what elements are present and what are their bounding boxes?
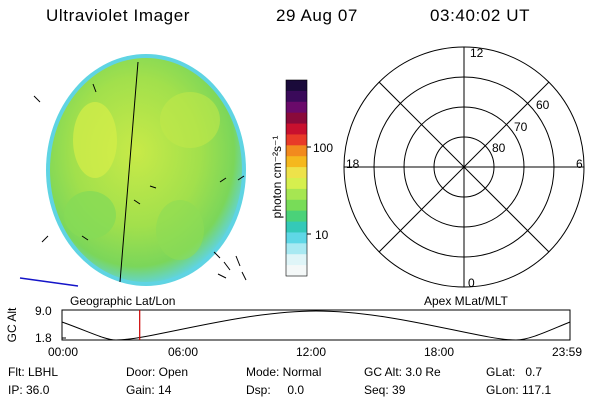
time-tick-0600: 06:00	[168, 345, 199, 359]
colorbar-segment	[286, 134, 307, 146]
mode-info: Mode: Normal	[246, 365, 322, 379]
colorbar-segment	[286, 80, 307, 92]
colorbar-segment	[286, 123, 307, 135]
colorbar-unit-label: photon cm⁻²s⁻¹	[270, 135, 284, 219]
colorbar-segment	[286, 221, 307, 233]
mlt-0-label: 0	[468, 276, 475, 290]
colorbar-segment	[286, 145, 307, 157]
colorbar-segment	[286, 254, 307, 266]
time-label: 03:40:02 UT	[430, 6, 531, 25]
colorbar-segment	[286, 210, 307, 223]
colorbar-segment	[286, 232, 307, 244]
gc-alt-info: GC Alt: 3.0 Re	[364, 365, 441, 379]
altitude-tick-9: 9.0	[35, 304, 52, 318]
altitude-tick-1-8: 1.8	[35, 331, 52, 345]
colorbar-segment	[286, 112, 307, 125]
seq-info: Seq: 39	[364, 383, 406, 397]
mlt-18-label: 18	[346, 157, 360, 171]
colorbar-segment	[286, 199, 307, 212]
mlt-12-label: 12	[470, 46, 484, 60]
colorbar-segment	[286, 188, 307, 201]
geographic-panel-label: Geographic Lat/Lon	[70, 294, 176, 308]
time-tick-0000: 00:00	[48, 345, 79, 359]
ip-info: IP: 36.0	[8, 383, 50, 397]
filter-info: Flt: LBHL	[8, 365, 59, 379]
altitude-plot-frame	[61, 309, 571, 341]
colorbar-segment	[286, 90, 307, 103]
altitude-curve	[61, 310, 571, 341]
colorbar-segment	[286, 243, 307, 255]
mlat-70-label: 70	[514, 120, 528, 134]
polar-grid	[343, 46, 585, 288]
apex-panel-label: Apex MLat/MLT	[424, 294, 508, 308]
colorbar-segment	[286, 167, 307, 179]
colorbar-segment	[286, 156, 307, 168]
uv-image-disc	[19, 54, 247, 287]
door-info: Door: Open	[126, 365, 189, 379]
colorbar-segment	[286, 101, 307, 114]
colorbar-tick-100: 100	[313, 141, 334, 155]
dsp-info: Dsp: 0.0	[246, 383, 305, 397]
time-tick-2359: 23:59	[552, 345, 583, 359]
colorbar-tick-10: 10	[315, 228, 329, 242]
time-tick-1800: 18:00	[424, 345, 455, 359]
mlat-60-label: 60	[536, 98, 550, 112]
colorbar-segment	[286, 178, 307, 190]
color-scale-bar	[286, 80, 307, 277]
gain-info: Gain: 14	[126, 383, 172, 397]
instrument-title: Ultraviolet Imager	[46, 6, 191, 25]
altitude-plot-ticks	[62, 309, 66, 339]
mlt-6-label: 6	[576, 157, 583, 171]
altitude-ylabel: GC Alt	[5, 307, 19, 343]
color-scale-ticks	[307, 146, 311, 235]
glon-info: GLon: 117.1	[486, 383, 552, 397]
mlat-80-label: 80	[492, 141, 506, 155]
time-tick-1200: 12:00	[296, 345, 327, 359]
glat-info: GLat: 0.7	[486, 365, 543, 379]
colorbar-segment	[286, 265, 307, 277]
color-scale-frame	[285, 79, 308, 277]
date-label: 29 Aug 07	[276, 6, 358, 25]
